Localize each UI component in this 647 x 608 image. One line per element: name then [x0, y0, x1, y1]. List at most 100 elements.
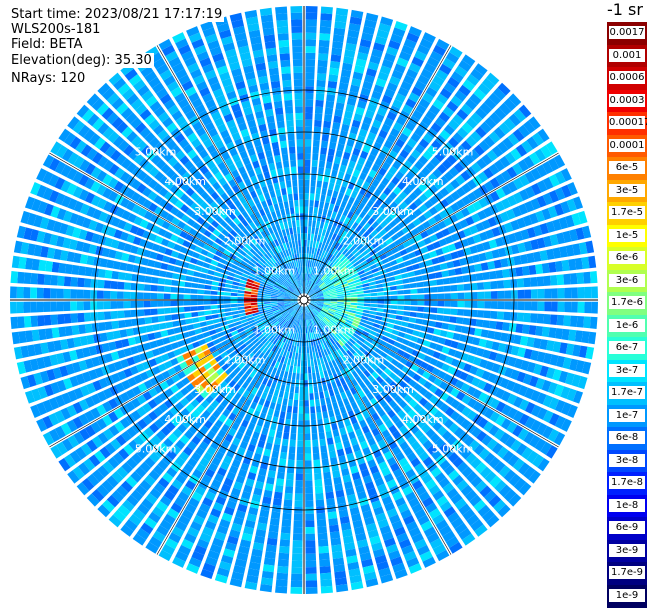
beta-cell [362, 309, 370, 314]
beta-cell [383, 367, 392, 376]
beta-cell [198, 480, 209, 490]
beta-cell [444, 253, 453, 262]
beta-cell [293, 526, 303, 534]
beta-cell [368, 314, 376, 319]
beta-cell [361, 395, 369, 404]
beta-cell [362, 116, 373, 125]
beta-cell [257, 342, 264, 350]
beta-cell [358, 128, 368, 138]
beta-cell [335, 285, 343, 290]
beta-cell [561, 259, 570, 272]
beta-cell [432, 99, 445, 110]
beta-cell [159, 414, 170, 425]
beta-cell [379, 253, 388, 261]
beta-cell [306, 287, 310, 295]
beta-cell [474, 63, 488, 76]
beta-cell [498, 484, 512, 498]
beta-cell [270, 511, 281, 520]
beta-cell [319, 235, 325, 243]
beta-cell [17, 271, 25, 284]
beta-cell [500, 332, 509, 342]
beta-cell [241, 373, 249, 381]
beta-cell [477, 504, 491, 518]
beta-cell [269, 373, 275, 381]
beta-cell [526, 450, 539, 464]
beta-cell [394, 93, 406, 103]
beta-cell [310, 295, 317, 298]
beta-cell [427, 173, 438, 183]
beta-cell [469, 345, 478, 355]
beta-cell [322, 306, 330, 310]
beta-cell [484, 97, 497, 110]
beta-cell [427, 417, 438, 427]
beta-cell [334, 226, 340, 235]
beta-cell [332, 121, 341, 130]
beta-cell [545, 141, 558, 155]
beta-cell [452, 474, 464, 487]
beta-cell [477, 379, 487, 390]
beta-cell [441, 346, 450, 355]
beta-cell [322, 258, 328, 266]
beta-cell [347, 264, 355, 271]
beta-cell [383, 304, 391, 309]
beta-cell [290, 345, 294, 353]
beta-cell [350, 297, 358, 300]
beta-cell [391, 329, 400, 336]
beta-cell [495, 269, 504, 279]
beta-cell [420, 230, 429, 239]
beta-cell [63, 288, 71, 299]
beta-cell [413, 403, 423, 413]
beta-cell [256, 389, 263, 398]
beta-cell [323, 293, 331, 296]
beta-cell [288, 452, 296, 461]
beta-cell [392, 430, 402, 440]
beta-cell [369, 125, 380, 135]
beta-cell [331, 211, 337, 219]
beta-cell [328, 286, 336, 291]
beta-cell [97, 311, 105, 321]
beta-cell [331, 248, 337, 255]
beta-cell [388, 220, 398, 228]
beta-cell [167, 433, 178, 444]
beta-cell [244, 305, 252, 310]
beta-cell [292, 366, 297, 374]
beta-cell [220, 461, 230, 471]
beta-cell [350, 387, 357, 395]
beta-cell [183, 462, 194, 474]
beta-cell [270, 296, 278, 299]
beta-cell [462, 317, 471, 326]
beta-cell [231, 406, 240, 416]
beta-cell [353, 199, 361, 208]
beta-cell [453, 222, 463, 232]
beta-cell [324, 259, 330, 267]
beta-cell [246, 359, 254, 368]
beta-cell [294, 493, 303, 501]
beta-cell [391, 247, 399, 254]
beta-cell [530, 313, 538, 324]
beta-cell [208, 462, 219, 473]
beta-cell [266, 435, 274, 444]
beta-cell [187, 457, 198, 468]
beta-cell [556, 355, 566, 368]
beta-cell [177, 423, 187, 434]
beta-cell [513, 477, 527, 491]
beta-cell [304, 360, 308, 367]
beta-cell [321, 215, 326, 223]
beta-cell [422, 412, 433, 423]
beta-cell [268, 387, 275, 396]
beta-cell [391, 144, 402, 154]
beta-cell [333, 343, 340, 351]
beta-cell [510, 312, 518, 322]
beta-cell [413, 208, 423, 217]
beta-cell [286, 314, 292, 321]
beta-cell [320, 445, 328, 453]
beta-cell [465, 135, 477, 147]
beta-cell [323, 341, 328, 349]
beta-cell [364, 190, 373, 199]
beta-cell [448, 166, 460, 178]
beta-cell [403, 305, 411, 311]
beta-cell [399, 149, 410, 159]
beta-cell [153, 464, 165, 476]
beta-cell [315, 399, 321, 407]
beta-cell [317, 300, 325, 302]
